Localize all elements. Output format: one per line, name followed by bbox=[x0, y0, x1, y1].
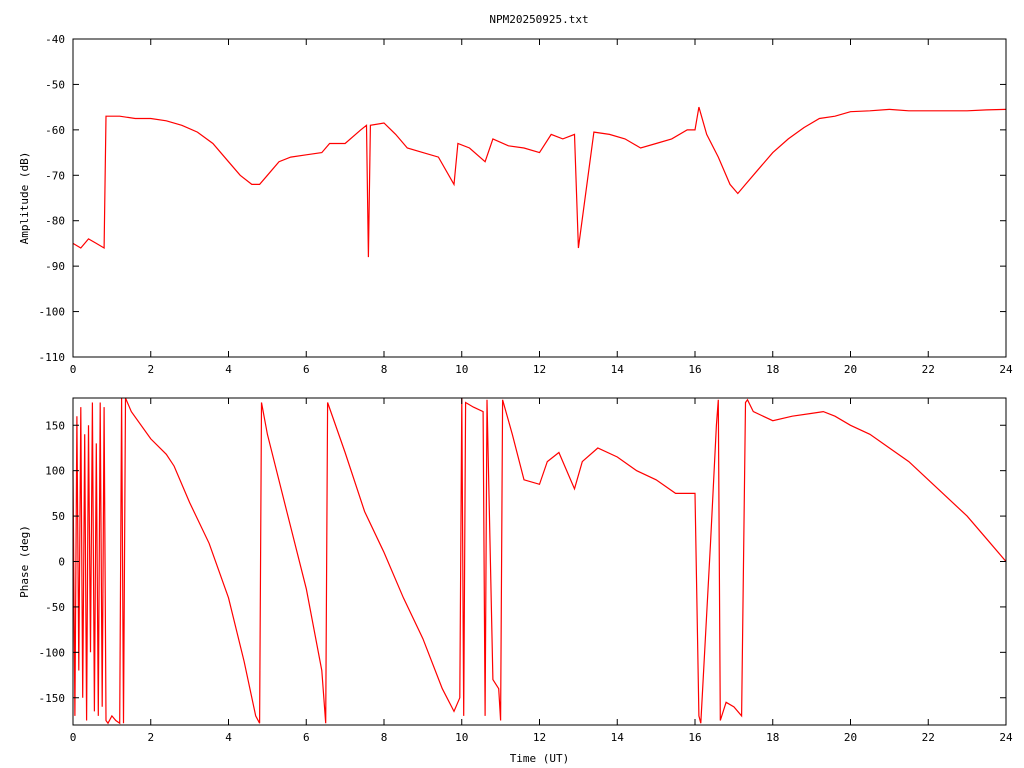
series-line bbox=[72, 397, 1007, 725]
y-tick-label: -40 bbox=[45, 33, 65, 46]
x-tick-label: 6 bbox=[303, 363, 310, 376]
x-tick-label: 0 bbox=[70, 363, 77, 376]
chart-title: NPM20250925.txt bbox=[489, 13, 588, 26]
x-tick-label: 14 bbox=[611, 363, 625, 376]
x-tick-label: 2 bbox=[147, 731, 154, 744]
y-tick-label: 50 bbox=[52, 510, 65, 523]
y-tick-label: -100 bbox=[39, 306, 66, 319]
x-tick-label: 18 bbox=[766, 731, 779, 744]
y-tick-label: 0 bbox=[58, 556, 65, 569]
x-tick-label: 24 bbox=[999, 731, 1013, 744]
x-tick-label: 4 bbox=[225, 363, 232, 376]
panel-amplitude: 0 2 4 6 8 10 12 14 16 18 20 22 24-110-100-90-80-70-6… bbox=[18, 33, 1013, 376]
y-tick-label: -80 bbox=[45, 215, 65, 228]
x-tick-label: 8 bbox=[381, 363, 388, 376]
x-tick-label: 4 bbox=[225, 731, 232, 744]
y-tick-label: -70 bbox=[45, 169, 65, 182]
x-tick-label: 12 bbox=[533, 363, 546, 376]
x-axis-label: Time (UT) bbox=[510, 752, 570, 765]
x-tick-label: 16 bbox=[688, 363, 701, 376]
plot-frame bbox=[72, 397, 1007, 726]
x-tick-label: 12 bbox=[533, 731, 546, 744]
x-tick-label: 2 bbox=[147, 363, 154, 376]
y-tick-label: -110 bbox=[39, 351, 66, 364]
x-tick-label: 24 bbox=[999, 363, 1013, 376]
x-tick-label: 14 bbox=[611, 731, 625, 744]
x-tick-label: 16 bbox=[688, 731, 701, 744]
y-tick-label: 150 bbox=[45, 419, 65, 432]
x-tick-label: 10 bbox=[455, 731, 468, 744]
y-tick-label: -100 bbox=[39, 646, 66, 659]
x-tick-label: 22 bbox=[922, 731, 935, 744]
x-tick-label: 20 bbox=[844, 731, 857, 744]
y-tick-label: -150 bbox=[39, 692, 66, 705]
y-tick-label: -50 bbox=[45, 78, 65, 91]
x-tick-label: 20 bbox=[844, 363, 857, 376]
y-tick-label: -50 bbox=[45, 601, 65, 614]
y-axis-label: Amplitude (dB) bbox=[18, 152, 31, 245]
x-tick-label: 0 bbox=[70, 731, 77, 744]
panel-phase: 0 2 4 6 8 10 12 14 16 18 20 22 24-150-100-5005010015… bbox=[18, 397, 1013, 765]
x-tick-label: 10 bbox=[455, 363, 468, 376]
x-tick-label: 8 bbox=[381, 731, 388, 744]
plot-frame bbox=[72, 38, 1007, 358]
x-tick-label: 22 bbox=[922, 363, 935, 376]
y-tick-label: -60 bbox=[45, 124, 65, 137]
series-line bbox=[72, 106, 1007, 258]
y-tick-label: -90 bbox=[45, 260, 65, 273]
y-axis-label: Phase (deg) bbox=[18, 525, 31, 598]
x-tick-label: 18 bbox=[766, 363, 779, 376]
y-tick-label: 100 bbox=[45, 465, 65, 478]
x-tick-label: 6 bbox=[303, 731, 310, 744]
